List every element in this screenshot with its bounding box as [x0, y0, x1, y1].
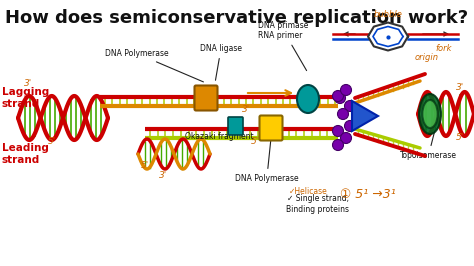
Text: Okazaki fragment: Okazaki fragment	[185, 124, 254, 141]
Circle shape	[337, 109, 348, 119]
Text: ✓Helicase: ✓Helicase	[289, 188, 328, 197]
Text: ✓ Single strand,
Binding proteins: ✓ Single strand, Binding proteins	[286, 194, 349, 214]
Text: 5': 5'	[48, 138, 56, 147]
Text: DNA Polymerase: DNA Polymerase	[105, 49, 203, 82]
Text: How does semiconservative replication work?: How does semiconservative replication wo…	[5, 9, 469, 27]
Text: 5': 5'	[251, 138, 259, 147]
Text: origin: origin	[415, 53, 439, 62]
Circle shape	[332, 90, 344, 102]
Text: Leading
strand: Leading strand	[2, 143, 49, 165]
Text: 5': 5'	[141, 161, 149, 171]
Circle shape	[340, 85, 352, 95]
Circle shape	[345, 120, 356, 131]
Text: Topoisomerase: Topoisomerase	[400, 121, 457, 160]
Text: DNA primase
RNA primer: DNA primase RNA primer	[258, 20, 309, 70]
Ellipse shape	[422, 100, 438, 128]
Circle shape	[340, 132, 352, 143]
Text: fork: fork	[435, 44, 452, 53]
Text: bubble: bubble	[374, 10, 402, 19]
Ellipse shape	[297, 85, 319, 113]
Text: ① 5¹ →3¹: ① 5¹ →3¹	[340, 188, 396, 201]
Circle shape	[335, 93, 346, 103]
Text: 3': 3'	[24, 78, 32, 88]
Circle shape	[332, 126, 344, 136]
FancyBboxPatch shape	[259, 115, 283, 140]
Polygon shape	[352, 101, 378, 131]
Text: DNA Polymerase: DNA Polymerase	[235, 141, 299, 183]
Text: 5': 5'	[456, 134, 464, 143]
Text: DNA ligase: DNA ligase	[200, 44, 242, 80]
Circle shape	[345, 101, 356, 111]
Text: 3': 3'	[242, 106, 250, 114]
Text: 3': 3'	[159, 172, 167, 181]
Text: Lagging
strand: Lagging strand	[2, 87, 49, 109]
FancyBboxPatch shape	[228, 117, 243, 135]
Circle shape	[332, 139, 344, 151]
Text: 3': 3'	[456, 84, 464, 93]
FancyBboxPatch shape	[194, 85, 218, 110]
Ellipse shape	[419, 94, 441, 134]
